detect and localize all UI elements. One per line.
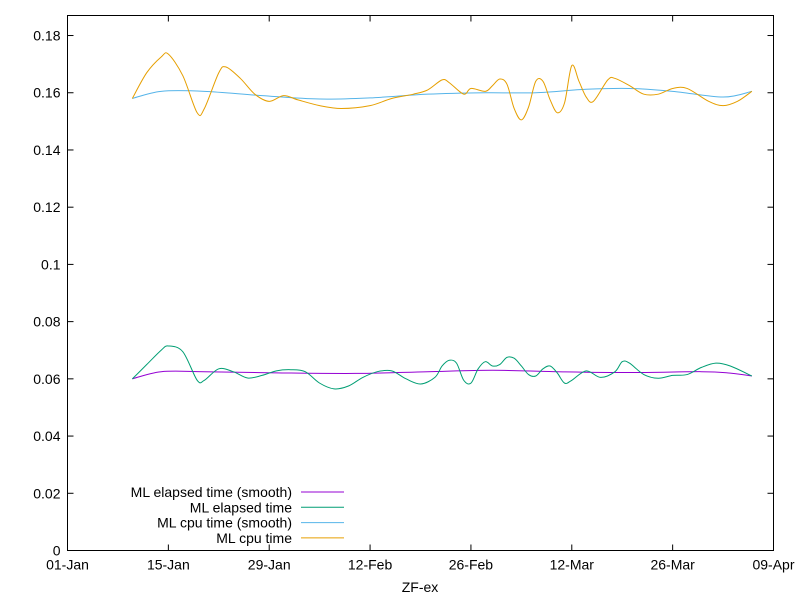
series-line-ml-cpu-time [131,52,753,121]
legend-label: ML elapsed time [190,499,292,515]
series-line-ml-elapsed-time [131,345,753,390]
y-tick-label: 0.08 [33,314,60,330]
x-tick-label: 26-Mar [650,557,695,573]
x-tick-label: 12-Feb [348,557,393,573]
y-tick-label: 0.12 [33,199,60,215]
x-tick-label: 01-Jan [46,557,89,573]
x-tick-label: 09-Apr [752,557,794,573]
y-tick-label: 0.1 [41,256,61,272]
y-tick-label: 0.14 [33,142,60,158]
legend-label: ML cpu time [216,530,292,546]
series-line-ml-elapsed-time-smooth [132,369,752,380]
x-axis: 01-Jan 15-Jan 29-Jan 12-Feb 26-Feb 12-Mar 26-M… [46,15,795,573]
y-tick-label: 0.06 [33,371,60,387]
legend: ML elapsed time (smooth)ML elapsed timeM… [131,484,344,546]
x-axis-label: ZF-ex [402,579,439,595]
legend-label: ML cpu time (smooth) [157,515,292,531]
y-tick-label: 0.18 [33,28,60,44]
y-tick-label: 0.16 [33,85,60,101]
plot-border [67,15,774,551]
legend-label: ML elapsed time (smooth) [131,484,292,500]
x-tick-label: 29-Jan [248,557,291,573]
x-tick-label: 26-Feb [449,557,494,573]
y-axis: 0 0.02 0.04 0.06 0.08 0.1 0.12 0.14 0.16 0.18 [33,28,774,559]
series-layer [131,52,753,390]
y-tick-label: 0 [53,543,61,559]
y-tick-label: 0.04 [33,428,60,444]
series-line-ml-cpu-time-smooth [132,87,752,100]
y-tick-label: 0.02 [33,485,60,501]
x-tick-label: 12-Mar [550,557,595,573]
x-tick-label: 15-Jan [147,557,190,573]
